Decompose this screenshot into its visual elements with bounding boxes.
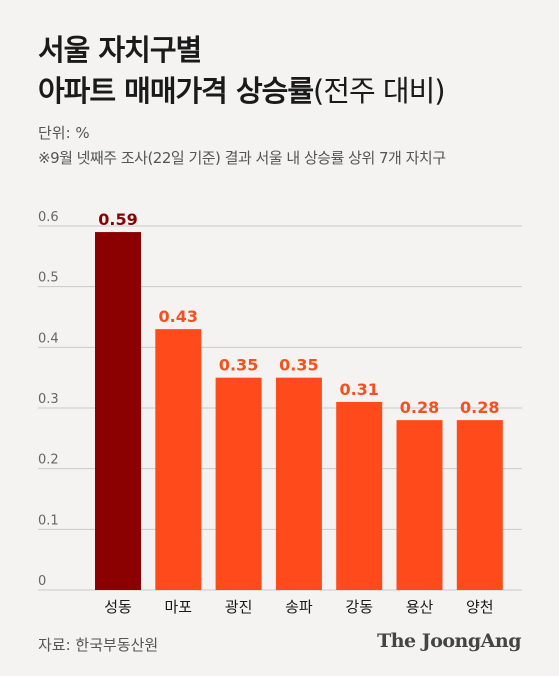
bar bbox=[396, 420, 443, 590]
y-tick-label: 0.6 bbox=[38, 210, 59, 225]
source-label: 자료: 한국부동산원 bbox=[38, 636, 159, 654]
unit-label: 단위: % bbox=[38, 124, 90, 142]
title-line2-suffix: (전주 대비) bbox=[313, 74, 446, 108]
bar bbox=[275, 377, 322, 590]
y-tick-label: 0.5 bbox=[38, 271, 59, 286]
data-label: 0.59 bbox=[98, 210, 137, 229]
bar bbox=[215, 377, 262, 590]
chart-title: 서울 자치구별 아파트 매매가격 상승률(전주 대비) bbox=[38, 30, 446, 112]
y-tick-label: 0 bbox=[38, 574, 46, 589]
y-tick-label: 0.2 bbox=[38, 453, 59, 468]
x-tick-label: 송파 bbox=[285, 598, 313, 616]
x-tick-label: 용산 bbox=[406, 598, 434, 616]
data-label: 0.43 bbox=[159, 307, 198, 326]
brand-logo: The JoongAng bbox=[377, 630, 521, 652]
y-tick-label: 0.3 bbox=[38, 392, 59, 407]
data-label: 0.28 bbox=[400, 398, 439, 417]
data-label: 0.31 bbox=[339, 380, 378, 399]
y-tick-label: 0.1 bbox=[38, 513, 59, 528]
x-tick-label: 강동 bbox=[345, 598, 373, 616]
survey-note: ※9월 넷째주 조사(22일 기준) 결과 서울 내 상승률 상위 7개 자치구 bbox=[38, 149, 446, 167]
data-label: 0.35 bbox=[219, 356, 258, 375]
bar bbox=[95, 232, 141, 591]
x-tick-label: 광진 bbox=[225, 598, 253, 616]
x-tick-label: 마포 bbox=[164, 598, 192, 616]
title-line2: 아파트 매매가격 상승률 bbox=[38, 74, 314, 108]
bar bbox=[336, 401, 383, 590]
x-tick-label: 양천 bbox=[466, 598, 494, 616]
title-line1: 서울 자치구별 bbox=[38, 33, 202, 67]
bar bbox=[155, 329, 202, 590]
y-tick-label: 0.4 bbox=[38, 331, 59, 346]
data-label: 0.28 bbox=[460, 398, 499, 417]
data-label: 0.35 bbox=[279, 356, 318, 375]
bar bbox=[456, 420, 503, 590]
x-tick-label: 성동 bbox=[104, 598, 132, 616]
